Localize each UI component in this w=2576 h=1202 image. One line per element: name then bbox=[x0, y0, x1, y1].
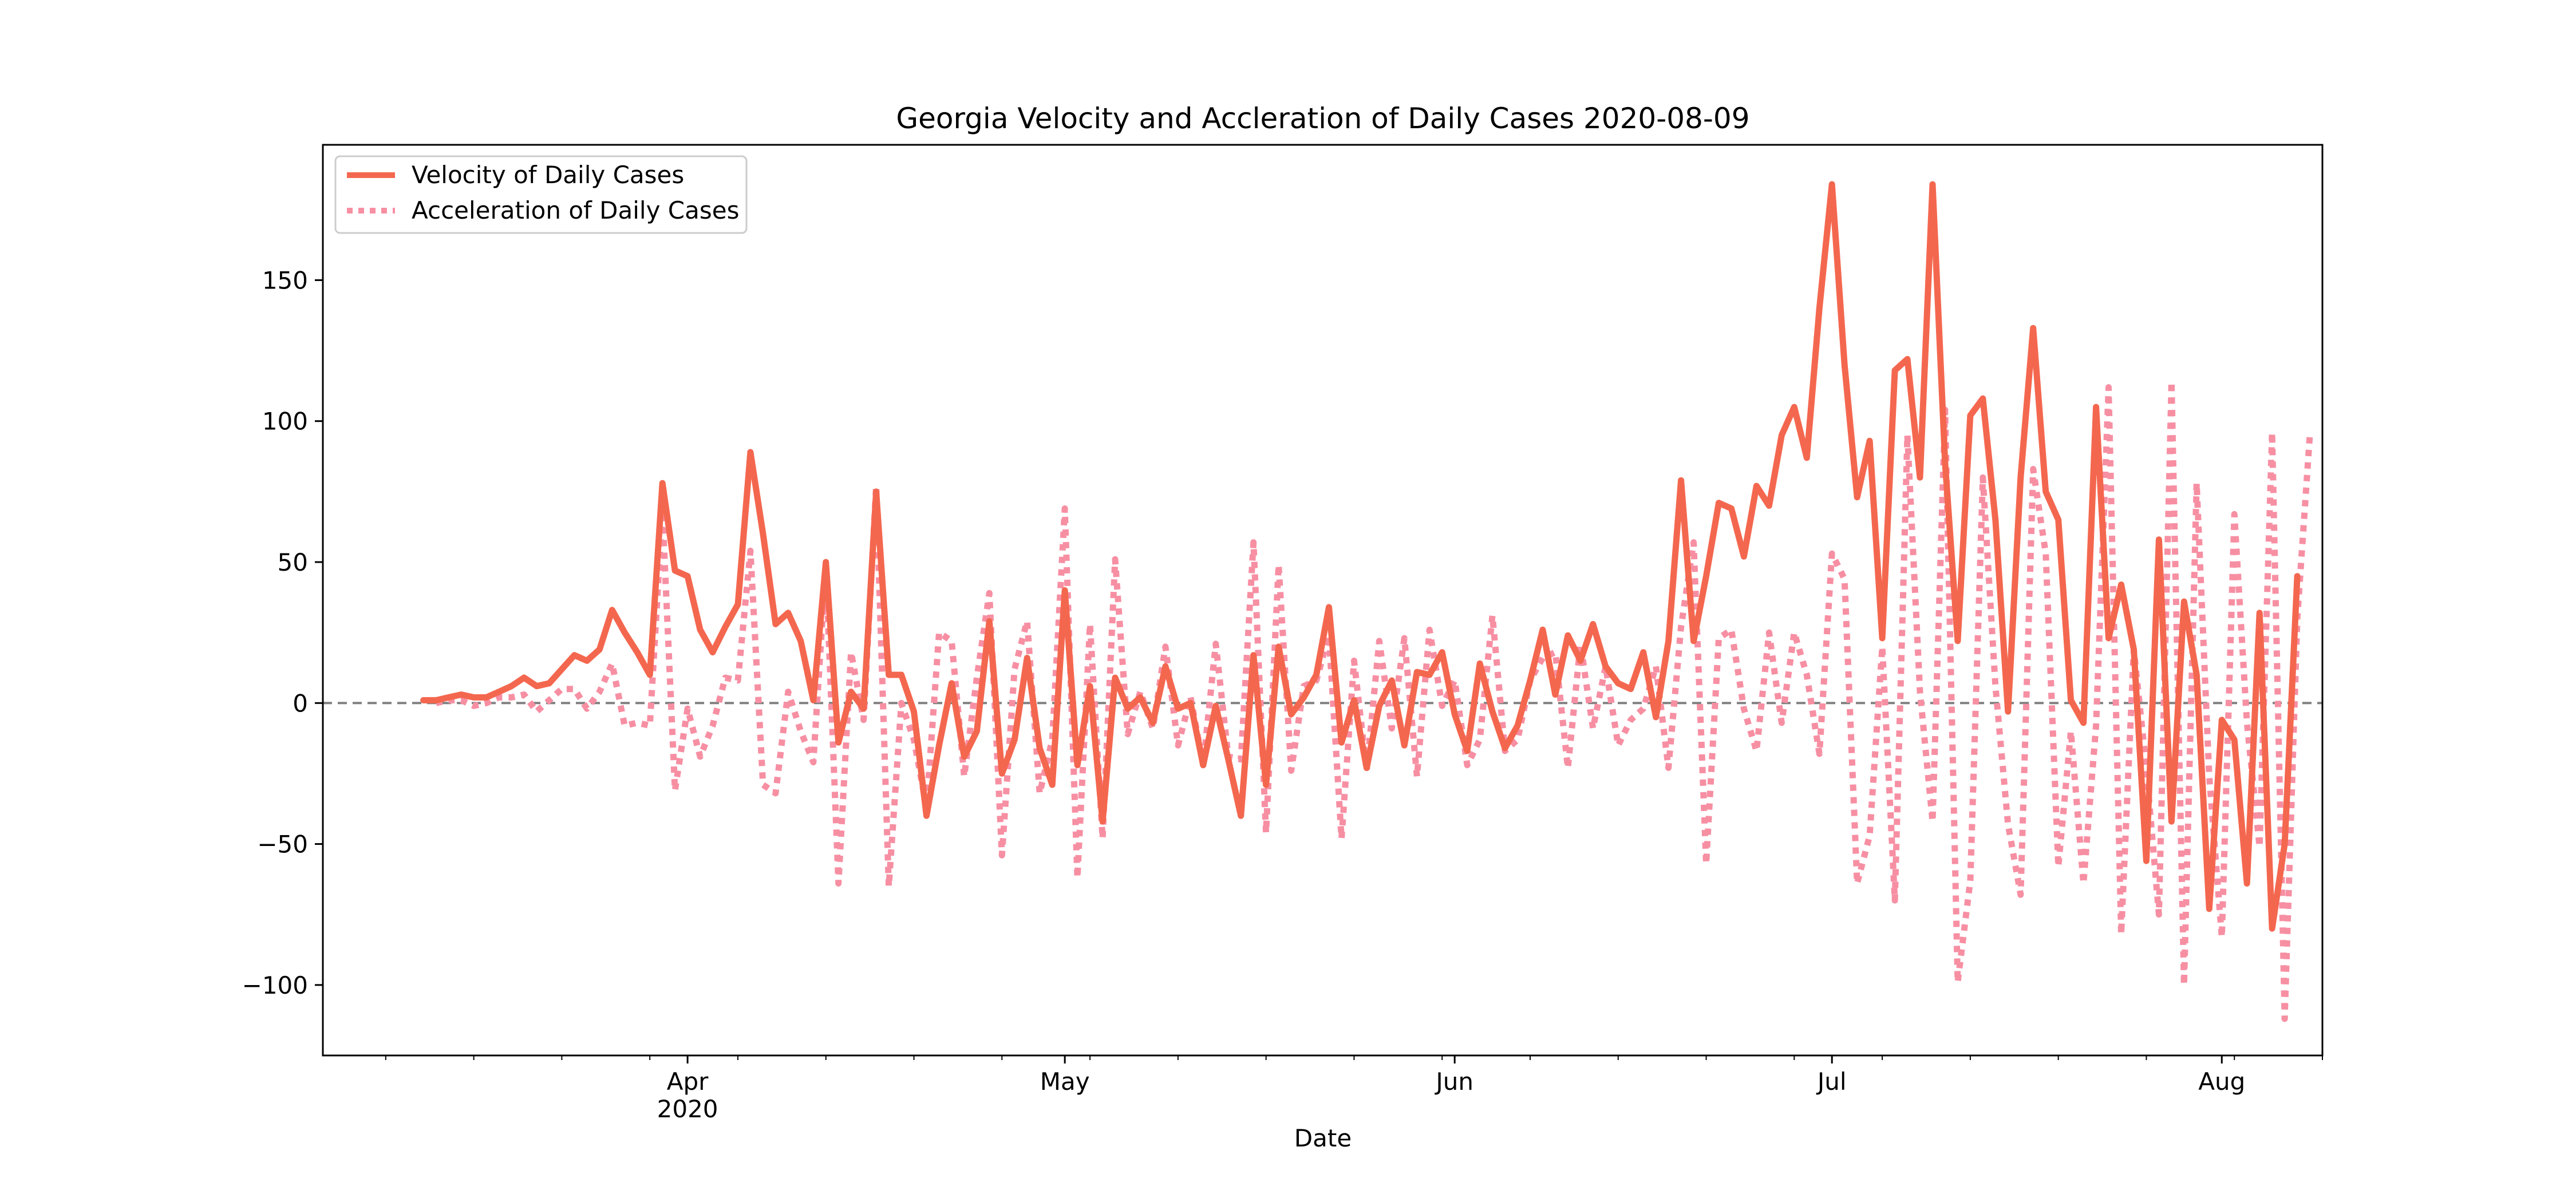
x-tick-label: Jun bbox=[1434, 1067, 1473, 1096]
series-line-velocity bbox=[420, 181, 2301, 932]
x-tick-label: May bbox=[1040, 1067, 1090, 1096]
plot-area bbox=[323, 181, 2322, 1022]
legend-label-acceleration: Acceleration of Daily Cases bbox=[412, 196, 739, 224]
legend: Velocity of Daily Cases Acceleration of … bbox=[334, 155, 748, 234]
y-axis: −100 −50 0 50 100 150 bbox=[242, 266, 323, 999]
y-tick-label: 50 bbox=[278, 548, 308, 576]
chart-title: Georgia Velocity and Accleration of Dail… bbox=[896, 102, 1749, 135]
x-tick-sublabel: 2020 bbox=[657, 1095, 718, 1123]
x-axis-title: Date bbox=[1294, 1124, 1352, 1152]
y-tick-label: −100 bbox=[242, 971, 308, 999]
series-line-acceleration bbox=[435, 378, 2313, 1022]
y-tick-label: 0 bbox=[293, 689, 308, 717]
x-tick-label: Jul bbox=[1816, 1067, 1847, 1096]
y-tick-label: 150 bbox=[262, 266, 308, 294]
plot-frame bbox=[322, 144, 2324, 1057]
x-tick-label: Aug bbox=[2198, 1067, 2245, 1096]
x-tick-label: Apr bbox=[667, 1067, 709, 1096]
y-tick-label: −50 bbox=[257, 831, 308, 859]
legend-label-velocity: Velocity of Daily Cases bbox=[412, 161, 684, 189]
legend-box bbox=[334, 155, 748, 234]
y-tick-label: 100 bbox=[262, 408, 308, 436]
